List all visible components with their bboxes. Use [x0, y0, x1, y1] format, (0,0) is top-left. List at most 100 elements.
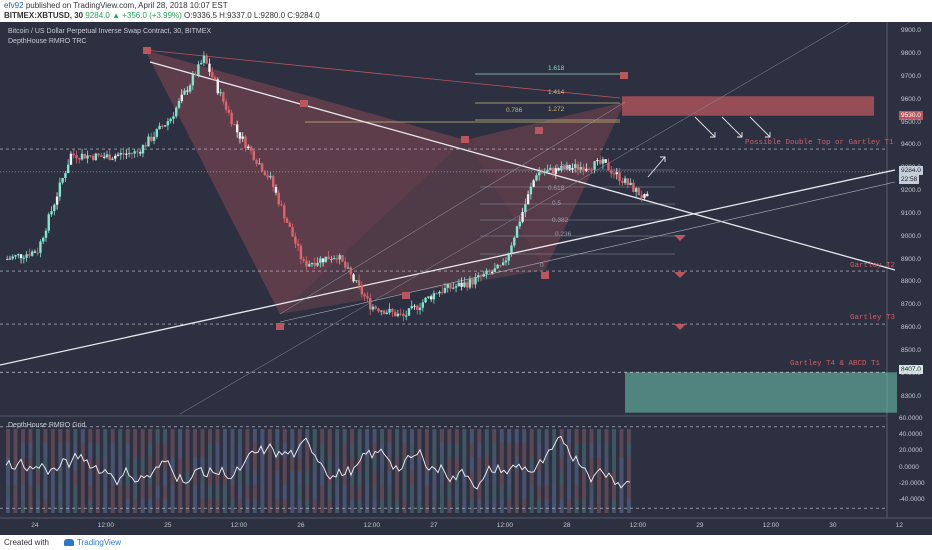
oscillator-heat-cell: [424, 443, 429, 457]
candle-body: [244, 136, 247, 149]
oscillator-heat-cell: [252, 457, 257, 471]
zone-top-price-tag: 9530.0: [899, 111, 923, 120]
candle-body: [69, 153, 73, 165]
candle-body: [643, 193, 646, 198]
candle-body: [485, 270, 488, 274]
main-pane-title: Bitcoin / US Dollar Perpetual Inverse Sw…: [8, 28, 212, 35]
oscillator-heat-cell: [125, 499, 130, 513]
candle-body: [19, 254, 23, 259]
oscillator-heat-cell: [170, 457, 175, 471]
candle-body: [610, 170, 613, 174]
oscillator-heat-cell: [484, 429, 489, 443]
oscillator-heat-cell: [395, 471, 400, 485]
oscillator-heat-cell: [559, 429, 564, 443]
oscillator-heat-cell: [335, 471, 340, 485]
oscillator-heat-cell: [148, 443, 153, 457]
candle-body: [443, 287, 447, 293]
harmonic-pattern-xab: [145, 50, 465, 314]
oscillator-heat-cell: [252, 443, 257, 457]
oscillator-heat-cell: [327, 443, 332, 457]
oscillator-heat-cell: [372, 471, 377, 485]
oscillator-heat-cell: [312, 443, 317, 457]
candle-body: [249, 146, 253, 151]
candle-body: [224, 101, 228, 110]
candle-body: [621, 181, 624, 183]
oscillator-heat-cell: [454, 429, 459, 443]
candle-body: [80, 153, 84, 160]
oscillator-heat-cell: [529, 457, 534, 471]
oscillator-heat-cell: [514, 499, 519, 513]
oscillator-heat-cell: [43, 485, 48, 499]
oscillator-heat-cell: [342, 457, 347, 471]
oscillator-heat-cell: [88, 471, 93, 485]
oscillator-heat-cell: [230, 443, 235, 457]
candle-body: [277, 192, 280, 205]
oscillator-heat-cell: [522, 471, 527, 485]
oscillator-heat-cell: [312, 457, 317, 471]
oscillator-heat-cell: [409, 457, 414, 471]
time-tick-label: 12:00: [629, 522, 647, 529]
oscillator-heat-cell: [574, 499, 579, 513]
oscillator-heat-cell: [492, 429, 497, 443]
candle-body: [435, 293, 438, 295]
candle-body: [538, 172, 541, 176]
oscillator-heat-cell: [237, 443, 242, 457]
oscillator-heat-cell: [110, 485, 115, 499]
oscillator-heat-cell: [80, 457, 85, 471]
oscillator-heat-cell: [327, 429, 332, 443]
oscillator-heat-cell: [597, 485, 602, 499]
oscillator-heat-cell: [611, 485, 616, 499]
oscillator-tick-label: -20.0000: [899, 479, 925, 487]
oscillator-heat-cell: [499, 457, 504, 471]
oscillator-heat-cell: [163, 499, 168, 513]
oscillator-heat-cell: [267, 443, 272, 457]
oscillator-heat-cell: [567, 443, 572, 457]
oscillator-heat-cell: [484, 485, 489, 499]
symbol-name: BITMEX:XBTUSD, 30: [4, 11, 84, 20]
candle-body: [590, 169, 594, 171]
candle-body: [235, 124, 239, 133]
candle-body: [319, 258, 322, 263]
oscillator-heat-cell: [267, 499, 272, 513]
resistance-zone: [622, 96, 874, 116]
oscillator-heat-cell: [110, 499, 115, 513]
oscillator-heat-cell: [469, 429, 474, 443]
oscillator-heat-cell: [626, 499, 631, 513]
oscillator-heat-cell: [28, 485, 33, 499]
time-tick-label: 25: [164, 522, 172, 529]
gartley-t4-annotation: Gartley T4 & ABCD T1: [790, 360, 881, 368]
oscillator-heat-cell: [312, 499, 317, 513]
oscillator-heat-cell: [552, 429, 557, 443]
candle-body: [6, 258, 9, 260]
oscillator-heat-cell: [387, 499, 392, 513]
oscillator-heat-cell: [133, 499, 138, 513]
oscillator-heat-cell: [447, 499, 452, 513]
oscillator-heat-cell: [252, 429, 257, 443]
oscillator-heat-cell: [402, 485, 407, 499]
oscillator-heat-cell: [387, 485, 392, 499]
oscillator-heat-cell: [320, 457, 325, 471]
oscillator-heat-cell: [125, 443, 130, 457]
tradingview-link[interactable]: TradingView: [64, 538, 121, 547]
oscillator-heat-cell: [95, 429, 100, 443]
candle-body: [504, 260, 508, 263]
oscillator-heat-cell: [73, 471, 78, 485]
oscillator-heat-cell: [65, 499, 70, 513]
oscillator-heat-cell: [402, 471, 407, 485]
oscillator-heat-cell: [110, 471, 115, 485]
oscillator-heat-cell: [13, 471, 18, 485]
fib-label: 0.382: [552, 217, 569, 224]
candle-body: [543, 171, 546, 173]
time-tick-label: 24: [31, 522, 39, 529]
oscillator-heat-cell: [103, 457, 108, 471]
candle-body: [125, 153, 128, 155]
oscillator-heat-cell: [80, 499, 85, 513]
author-link[interactable]: efv92: [4, 1, 24, 10]
candle-body: [8, 258, 12, 260]
price-change: ▲ +356.0 (+3.99%): [112, 11, 182, 20]
chart-area[interactable]: Bitcoin / US Dollar Perpetual Inverse Sw…: [0, 22, 932, 535]
ohlc-values: O:9336.5 H:9337.0 L:9280.0 C:9284.0: [184, 11, 320, 20]
oscillator-heat-cell: [342, 443, 347, 457]
created-with-label: Created with: [4, 538, 49, 547]
candle-body: [338, 255, 341, 260]
